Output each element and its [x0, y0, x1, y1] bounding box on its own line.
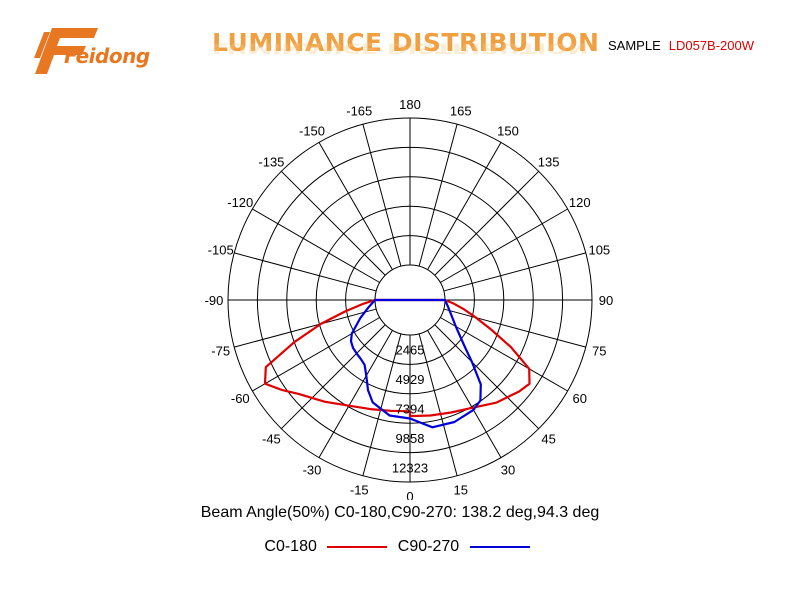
grid-spoke: [443, 252, 586, 292]
angle-label: -75: [211, 344, 230, 359]
radial-label: 12323: [392, 460, 428, 475]
grid-spoke: [234, 252, 377, 292]
grid-spoke: [362, 333, 402, 476]
grid-spoke: [318, 142, 393, 270]
angle-label: 165: [450, 104, 472, 119]
angle-label: 120: [569, 195, 591, 210]
grid-spoke: [434, 324, 540, 430]
logo-f-mark: [34, 28, 98, 74]
legend-label-c90-270: C90-270: [397, 538, 460, 555]
series-curves: [263, 298, 531, 429]
legend-line-c90-270: [469, 545, 530, 548]
grid-spoke: [280, 324, 386, 430]
feidong-logo: [34, 28, 98, 74]
page-title-reflection: LUMINANCE DISTRIBUTION: [212, 40, 589, 56]
grid-spoke: [418, 124, 458, 267]
angle-label: 0: [406, 489, 413, 500]
angle-label: -30: [303, 463, 322, 478]
legend: C0-180 C90-270: [0, 538, 800, 556]
grid-spoke: [318, 330, 393, 458]
sample-label: SAMPLE: [608, 38, 661, 53]
radial-labels: 2465 4929 7394 9858 12323: [392, 343, 428, 476]
logo-text: Feidong: [64, 44, 150, 68]
page-title: LUMINANCE DISTRIBUTION: [212, 28, 600, 57]
series-curve-c0-180: [263, 298, 531, 418]
grid-spoke: [440, 317, 568, 392]
angle-label: 30: [501, 463, 515, 478]
grid-spoke: [440, 208, 568, 283]
angle-label: 180: [399, 97, 421, 112]
grid-spoke: [362, 124, 402, 267]
angle-label: -135: [258, 154, 284, 169]
angle-label: -90: [205, 293, 224, 308]
angle-label: 75: [592, 344, 606, 359]
polar-chart: 180 1651501351201059075604530150-15-30-45…: [205, 97, 614, 500]
beam-angle-text: Beam Angle(50%) C0-180,C90-270: 138.2 de…: [200, 504, 600, 521]
angle-label: -45: [262, 432, 281, 447]
angle-label: 90: [599, 293, 613, 308]
angle-label: 135: [538, 154, 560, 169]
grid-spoke: [252, 208, 380, 283]
angle-label: 15: [453, 482, 467, 497]
angle-label: -165: [346, 104, 372, 119]
angle-labels: 180 1651501351201059075604530150-15-30-45…: [205, 97, 614, 500]
angle-label: -105: [208, 242, 234, 257]
sample-info: SAMPLE LD057B-200W: [608, 38, 754, 53]
radial-label: 7394: [396, 402, 425, 417]
grid-spoke: [234, 308, 377, 348]
angle-label: -60: [231, 391, 250, 406]
angle-label: -150: [299, 123, 325, 138]
sample-value: LD057B-200W: [668, 38, 755, 53]
angle-label: 150: [497, 123, 519, 138]
angle-label: 105: [588, 242, 610, 257]
series-curve-c90-270: [349, 298, 482, 429]
grid-spoke: [418, 333, 458, 476]
angle-label: 45: [541, 432, 555, 447]
grid-spoke: [443, 308, 586, 348]
angle-label: 60: [573, 391, 587, 406]
grid-spoke: [427, 142, 502, 270]
grid-spoke: [427, 330, 502, 458]
radial-label: 2465: [396, 343, 425, 358]
radial-label: 9858: [396, 431, 425, 446]
angle-label: -120: [227, 195, 253, 210]
grid-spoke: [280, 170, 386, 276]
grid-spoke: [252, 317, 380, 392]
radial-label: 4929: [396, 372, 425, 387]
grid-spoke: [434, 170, 540, 276]
angle-label: -15: [350, 482, 369, 497]
legend-label-c0-180: C0-180: [264, 538, 317, 555]
legend-line-c0-180: [327, 545, 388, 548]
